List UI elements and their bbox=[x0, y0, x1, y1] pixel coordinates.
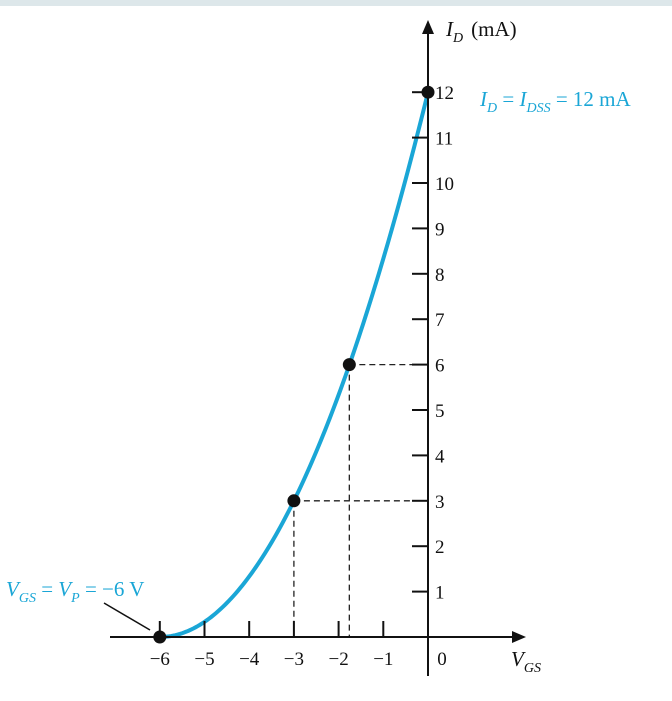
y-tick-label: 10 bbox=[435, 174, 454, 195]
data-point bbox=[342, 358, 356, 372]
y-tick-label: 5 bbox=[435, 401, 445, 422]
x-axis-arrowhead bbox=[512, 631, 526, 643]
y-tick-label: 4 bbox=[435, 446, 445, 467]
y-tick-label: 11 bbox=[435, 129, 453, 150]
y-axis-title: ID (mA) bbox=[445, 17, 517, 46]
x-tick-label: −1 bbox=[373, 649, 393, 670]
y-tick-label: 12 bbox=[435, 83, 454, 104]
y-tick-label: 7 bbox=[435, 310, 445, 331]
y-axis-arrowhead bbox=[422, 20, 434, 34]
x-tick-label: −3 bbox=[284, 649, 304, 670]
idss-annotation: ID = IDSS = 12 mA bbox=[479, 87, 632, 116]
top-border bbox=[0, 0, 672, 6]
data-point bbox=[287, 494, 301, 508]
y-tick-label: 3 bbox=[435, 492, 445, 513]
plot-layer bbox=[153, 85, 435, 644]
pinch-off-leader-line bbox=[103, 602, 151, 631]
x-tick-label: 0 bbox=[437, 649, 447, 670]
x-tick-label: −4 bbox=[239, 649, 260, 670]
y-tick-label: 8 bbox=[435, 265, 445, 286]
y-tick-label: 9 bbox=[435, 219, 445, 240]
pinch-off-annotation: VGS = VP = −6 V bbox=[6, 577, 144, 606]
y-tick-label: 6 bbox=[435, 356, 445, 377]
y-tick-label: 2 bbox=[435, 537, 445, 558]
x-tick-label: −6 bbox=[150, 649, 170, 670]
y-tick-label: 1 bbox=[435, 583, 445, 604]
x-tick-label: −2 bbox=[328, 649, 348, 670]
x-tick-label: −5 bbox=[194, 649, 214, 670]
x-axis-title: VGS bbox=[511, 647, 541, 676]
tick-marks bbox=[158, 91, 428, 637]
